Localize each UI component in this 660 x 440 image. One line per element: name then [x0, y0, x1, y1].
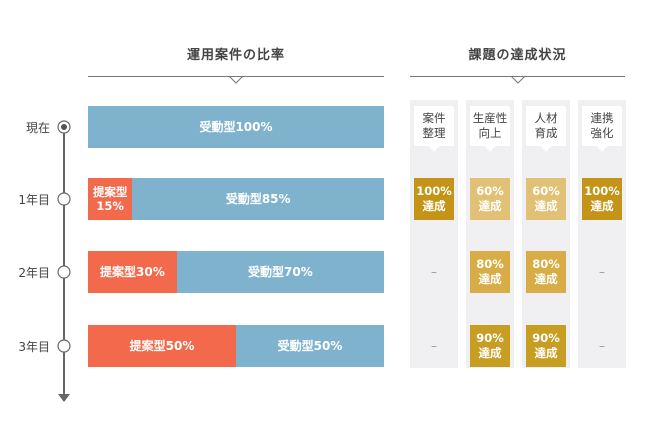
goal-header-notch-icon — [485, 146, 495, 152]
goal-header: 生産性 向上 — [470, 106, 510, 146]
passive-segment: 受動型85% — [132, 178, 384, 220]
current-marker-icon — [57, 120, 71, 134]
stacked-bar: 提案型50% 受動型50% — [88, 325, 384, 367]
timeline-axis — [63, 128, 65, 396]
status-cell: 80% 達成 — [526, 251, 566, 293]
status-cell: 100% 達成 — [582, 178, 622, 220]
status-cell: 100% 達成 — [414, 178, 454, 220]
goal-header: 案件 整理 — [414, 106, 454, 146]
goal-header-notch-icon — [541, 146, 551, 152]
status-empty: – — [599, 265, 605, 279]
timeline-label: 1年目 — [18, 193, 50, 207]
status-cell: 60% 達成 — [470, 178, 510, 220]
proposal-segment: 提案型 15% — [88, 178, 133, 220]
proposal-segment: 提案型50% — [88, 325, 236, 367]
status-cell: 90% 達成 — [470, 325, 510, 367]
status-empty: – — [431, 265, 437, 279]
right-title-underline — [410, 76, 625, 77]
left-title-underline — [88, 76, 384, 77]
stacked-bar: 受動型100% — [88, 106, 384, 148]
left-title: 運用案件の比率 — [186, 48, 285, 63]
status-cell: 60% 達成 — [526, 178, 566, 220]
status-empty: – — [431, 339, 437, 353]
passive-segment: 受動型70% — [176, 251, 384, 293]
timeline-marker-icon — [57, 192, 71, 206]
timeline-label: 現在 — [25, 121, 50, 135]
status-cell: 80% 達成 — [470, 251, 510, 293]
passive-segment: 受動型100% — [88, 106, 384, 148]
goal-header-notch-icon — [597, 146, 607, 152]
status-cell: 90% 達成 — [526, 325, 566, 367]
left-title-caret — [229, 76, 243, 84]
status-empty: – — [599, 339, 605, 353]
goal-header-notch-icon — [429, 146, 439, 152]
timeline-marker-icon — [57, 265, 71, 279]
right-title-caret — [511, 76, 525, 84]
timeline-marker-icon — [57, 339, 71, 353]
goal-header: 人材 育成 — [526, 106, 566, 146]
timeline-label: 2年目 — [18, 266, 50, 280]
right-title: 課題の達成状況 — [468, 48, 567, 63]
stacked-bar: 提案型 15% 受動型85% — [88, 178, 384, 220]
timeline-label: 3年目 — [18, 340, 50, 354]
passive-segment: 受動型50% — [236, 325, 384, 367]
proposal-segment: 提案型30% — [88, 251, 177, 293]
stacked-bar: 提案型30% 受動型70% — [88, 251, 384, 293]
timeline-arrow-icon — [58, 394, 70, 402]
goal-header: 連携 強化 — [582, 106, 622, 146]
